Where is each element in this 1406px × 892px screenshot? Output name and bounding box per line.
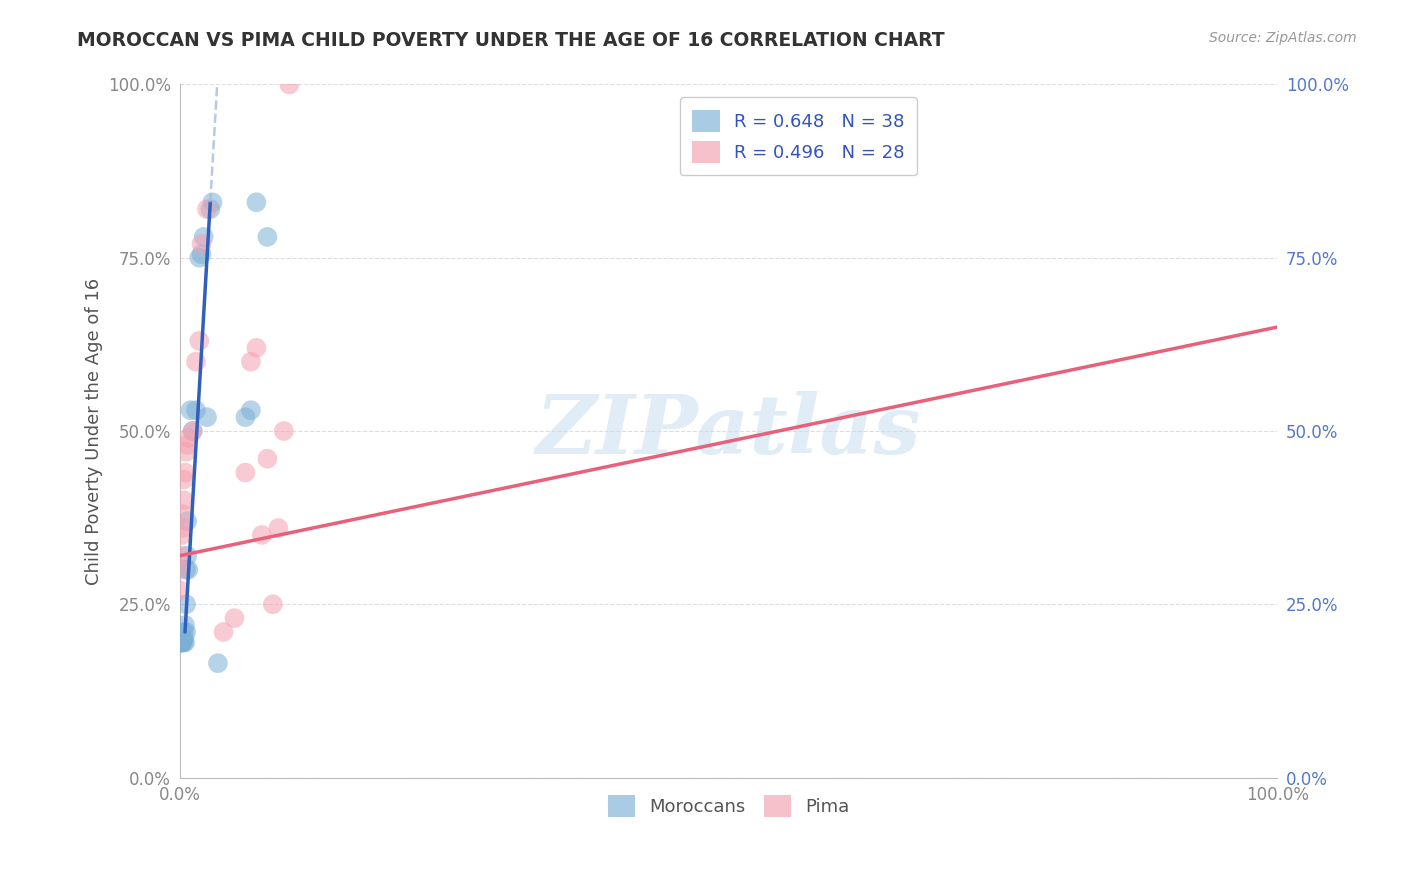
Point bbox=[200, 202, 222, 217]
Point bbox=[176, 438, 198, 452]
Point bbox=[169, 635, 191, 649]
Point bbox=[174, 625, 197, 640]
Point bbox=[184, 403, 207, 417]
Point bbox=[181, 424, 204, 438]
Point bbox=[173, 493, 195, 508]
Point bbox=[170, 528, 193, 542]
Point bbox=[174, 635, 197, 649]
Point bbox=[190, 247, 212, 261]
Text: MOROCCAN VS PIMA CHILD POVERTY UNDER THE AGE OF 16 CORRELATION CHART: MOROCCAN VS PIMA CHILD POVERTY UNDER THE… bbox=[77, 31, 945, 50]
Point bbox=[195, 410, 218, 425]
Point bbox=[172, 521, 194, 535]
Y-axis label: Child Poverty Under the Age of 16: Child Poverty Under the Age of 16 bbox=[86, 277, 103, 584]
Point bbox=[188, 334, 211, 348]
Point bbox=[181, 424, 204, 438]
Point bbox=[169, 635, 191, 649]
Point bbox=[239, 354, 262, 368]
Point bbox=[250, 528, 273, 542]
Point bbox=[170, 635, 193, 649]
Point bbox=[262, 597, 284, 611]
Point bbox=[278, 78, 301, 92]
Point bbox=[235, 466, 257, 480]
Point bbox=[245, 195, 267, 210]
Point bbox=[170, 549, 193, 563]
Point bbox=[174, 618, 197, 632]
Point bbox=[169, 635, 191, 649]
Point bbox=[176, 514, 198, 528]
Point bbox=[267, 521, 290, 535]
Point bbox=[201, 195, 224, 210]
Point bbox=[169, 635, 191, 649]
Point bbox=[179, 403, 201, 417]
Point bbox=[190, 236, 212, 251]
Point bbox=[239, 403, 262, 417]
Point bbox=[169, 583, 191, 598]
Point bbox=[188, 251, 211, 265]
Point bbox=[173, 473, 195, 487]
Point bbox=[169, 635, 191, 649]
Text: ZIPatlas: ZIPatlas bbox=[536, 391, 921, 471]
Point bbox=[184, 354, 207, 368]
Point bbox=[170, 635, 193, 649]
Point bbox=[173, 632, 195, 646]
Point bbox=[177, 431, 200, 445]
Point bbox=[174, 444, 197, 458]
Point bbox=[224, 611, 246, 625]
Point bbox=[256, 230, 278, 244]
Point bbox=[170, 635, 193, 649]
Point bbox=[174, 466, 197, 480]
Point bbox=[169, 635, 191, 649]
Point bbox=[169, 635, 191, 649]
Point bbox=[170, 635, 193, 649]
Point bbox=[207, 656, 229, 670]
Point bbox=[170, 635, 193, 649]
Point bbox=[195, 202, 218, 217]
Text: Source: ZipAtlas.com: Source: ZipAtlas.com bbox=[1209, 31, 1357, 45]
Point bbox=[212, 625, 235, 640]
Point bbox=[193, 230, 215, 244]
Point bbox=[170, 635, 193, 649]
Point bbox=[172, 507, 194, 521]
Legend: Moroccans, Pima: Moroccans, Pima bbox=[600, 788, 856, 824]
Point bbox=[177, 563, 200, 577]
Point bbox=[176, 549, 198, 563]
Point bbox=[173, 635, 195, 649]
Point bbox=[169, 563, 191, 577]
Point bbox=[273, 424, 295, 438]
Point bbox=[174, 597, 197, 611]
Point bbox=[169, 635, 191, 649]
Point bbox=[235, 410, 257, 425]
Point bbox=[245, 341, 267, 355]
Point bbox=[256, 451, 278, 466]
Point bbox=[173, 625, 195, 640]
Point bbox=[174, 563, 197, 577]
